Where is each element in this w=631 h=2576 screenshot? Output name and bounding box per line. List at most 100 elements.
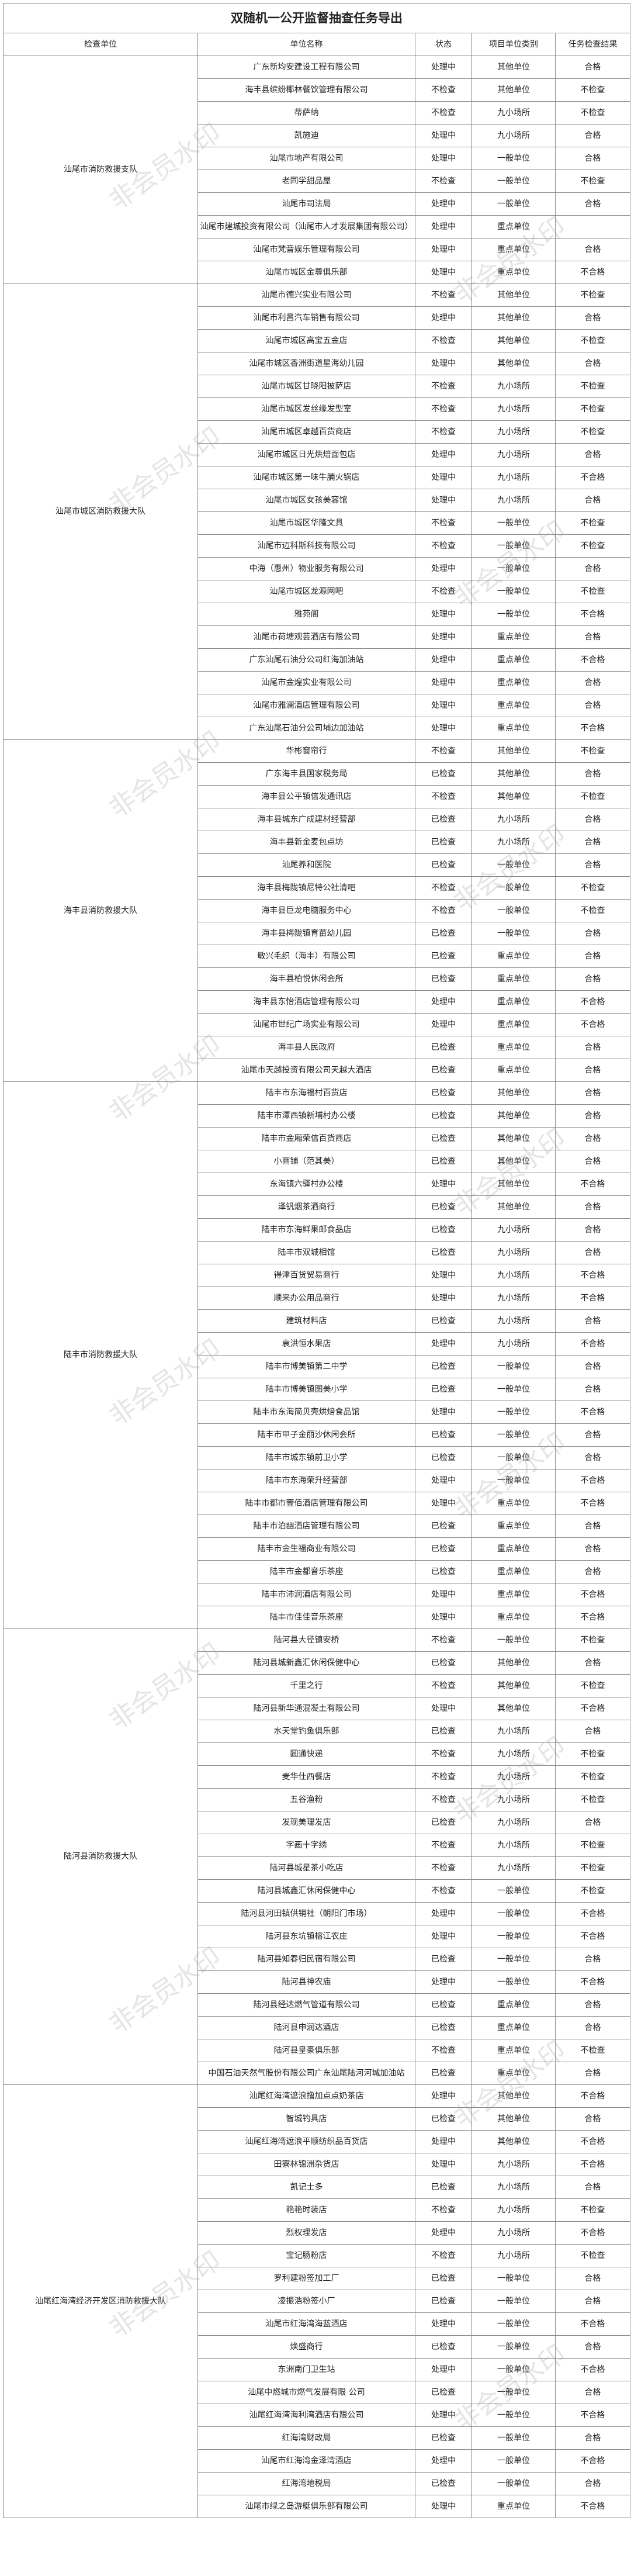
unit-name-cell: 陆丰市金都音乐茶座 — [197, 1560, 415, 1583]
table-row: 陆河县城鑫汇休闲保健中心 不检查 一般单位 不检查 — [4, 1879, 631, 1903]
status-cell: 已检查 — [415, 1218, 472, 1242]
table-row: 汕尾市城区香洲街道星海幼儿园 处理中 其他单位 合格 — [4, 352, 631, 375]
table-row: 汕尾市城区日光烘焙面包店 处理中 九小场所 合格 — [4, 443, 631, 466]
result-cell: 合格 — [554, 1560, 631, 1583]
status-cell: 不检查 — [415, 420, 472, 444]
category-cell: 其他单位 — [471, 2130, 556, 2153]
category-cell: 九小场所 — [471, 1720, 556, 1743]
status-cell: 已检查 — [415, 1811, 472, 1834]
status-cell: 已检查 — [415, 1720, 472, 1743]
status-cell: 已检查 — [415, 1515, 472, 1538]
category-cell: 重点单位 — [471, 1515, 556, 1538]
category-cell: 重点单位 — [471, 2039, 556, 2062]
result-cell: 不合格 — [554, 603, 631, 626]
unit-name-cell: 智城钓具店 — [197, 2107, 415, 2131]
category-cell: 一般单位 — [471, 1378, 556, 1401]
category-cell: 其他单位 — [471, 78, 556, 102]
category-cell: 一般单位 — [471, 1925, 556, 1948]
unit-name-cell: 汕尾市利昌汽车销售有限公司 — [197, 306, 415, 330]
category-cell: 其他单位 — [471, 1081, 556, 1105]
inspection-unit-cell: 海丰县消防救援大队 — [3, 739, 198, 1082]
status-cell: 已检查 — [415, 2016, 472, 2039]
status-cell: 已检查 — [415, 1104, 472, 1128]
inspection-unit-cell: 陆河县消防救援大队 — [3, 1628, 198, 2085]
status-cell: 已检查 — [415, 1423, 472, 1447]
category-cell: 一般单位 — [471, 2472, 556, 2495]
status-cell: 不检查 — [415, 739, 472, 763]
category-cell: 九小场所 — [471, 443, 556, 466]
unit-name-cell: 汕尾市红海湾海蓝酒店 — [197, 2312, 415, 2336]
status-cell: 处理中 — [415, 671, 472, 694]
unit-name-cell: 发现美理发店 — [197, 1811, 415, 1834]
category-cell: 九小场所 — [471, 1788, 556, 1811]
status-cell: 处理中 — [415, 2130, 472, 2153]
result-cell: 合格 — [554, 945, 631, 968]
table-row: 汕尾红海湾海利湾酒店有限公司 处理中 一般单位 不合格 — [4, 2404, 631, 2427]
result-cell: 不合格 — [554, 2495, 631, 2518]
category-cell: 其他单位 — [471, 1697, 556, 1720]
status-cell: 处理中 — [415, 2495, 472, 2518]
category-cell: 其他单位 — [471, 2084, 556, 2108]
result-cell: 合格 — [554, 489, 631, 512]
unit-name-cell: 田寮林锦洲杂货店 — [197, 2153, 415, 2176]
status-cell: 处理中 — [415, 1925, 472, 1948]
status-cell: 已检查 — [415, 1081, 472, 1105]
category-cell: 九小场所 — [471, 1811, 556, 1834]
unit-name-cell: 华彬窗帘行 — [197, 739, 415, 763]
status-cell: 处理中 — [415, 56, 472, 79]
unit-name-cell: 陆河县经达燃气管道有限公司 — [197, 1993, 415, 2017]
table-row: 汕尾市城区金尊俱乐部 处理中 重点单位 不合格 — [4, 261, 631, 284]
column-header-result: 任务检查结果 — [554, 33, 631, 56]
unit-name-cell: 麦华仕西餐店 — [197, 1765, 415, 1789]
result-cell: 合格 — [554, 1537, 631, 1561]
category-cell: 九小场所 — [471, 1742, 556, 1766]
table-row: 海丰县公平镇信发通讯店 不检查 其他单位 不检查 — [4, 785, 631, 808]
status-cell: 不检查 — [415, 1788, 472, 1811]
table-row: 陆丰市金厢荣信百货商店 已检查 其他单位 合格 — [4, 1127, 631, 1150]
table-row: 陆丰市消防救援大队 陆丰市东海福村百货店 已检查 其他单位 合格 — [3, 1081, 631, 1629]
status-cell: 处理中 — [415, 1902, 472, 1925]
category-cell: 重点单位 — [471, 238, 556, 261]
result-cell: 不检查 — [554, 283, 631, 307]
status-cell: 已检查 — [415, 945, 472, 968]
status-cell: 处理中 — [415, 1606, 472, 1629]
category-cell: 九小场所 — [471, 420, 556, 444]
result-cell: 不检查 — [554, 397, 631, 421]
table-row: 广东汕尾石油分公司埔边加油站 处理中 重点单位 不合格 — [4, 717, 631, 740]
column-header-unit-category: 项目单位类别 — [471, 33, 556, 56]
status-cell: 已检查 — [415, 1309, 472, 1333]
category-cell: 一般单位 — [471, 2335, 556, 2359]
table-row: 海丰县巨龙电脑服务中心 不检查 一般单位 不检查 — [4, 899, 631, 922]
category-cell: 一般单位 — [471, 557, 556, 580]
category-cell: 一般单位 — [471, 192, 556, 216]
category-cell: 一般单位 — [471, 1902, 556, 1925]
status-cell: 不检查 — [415, 1674, 472, 1697]
status-cell: 不检查 — [415, 876, 472, 900]
category-cell: 一般单位 — [471, 2381, 556, 2404]
result-cell: 不合格 — [554, 261, 631, 284]
status-cell: 处理中 — [415, 1173, 472, 1196]
status-cell: 不检查 — [415, 101, 472, 125]
result-cell: 合格 — [554, 967, 631, 991]
status-cell: 处理中 — [415, 443, 472, 466]
table-row: 田寮林锦洲杂货店 处理中 九小场所 不合格 — [4, 2153, 631, 2176]
result-cell: 合格 — [554, 1355, 631, 1378]
result-cell: 不检查 — [554, 1628, 631, 1652]
category-cell: 一般单位 — [471, 1970, 556, 1994]
result-cell: 不合格 — [554, 1401, 631, 1424]
category-cell: 其他单位 — [471, 1127, 556, 1150]
unit-name-cell: 陆丰市东海荣升经营部 — [197, 1469, 415, 1492]
unit-name-cell: 海丰县人民政府 — [197, 1036, 415, 1059]
status-cell: 处理中 — [415, 489, 472, 512]
table-row: 陆河县新华通混凝土有限公司 处理中 其他单位 不合格 — [4, 1697, 631, 1720]
status-cell: 处理中 — [415, 1332, 472, 1356]
unit-name-cell: 汕尾市城区龙源网吧 — [197, 580, 415, 603]
unit-name-cell: 凯记士多 — [197, 2176, 415, 2199]
status-cell: 已检查 — [415, 762, 472, 786]
unit-name-cell: 汕尾市雅澜酒店管理有限公司 — [197, 694, 415, 717]
table-row: 陆丰市东海鲜果邮食品店 已检查 九小场所 合格 — [4, 1218, 631, 1242]
table-row: 陆河县河田镇供销社（朝阳门市场） 处理中 一般单位 不合格 — [4, 1902, 631, 1925]
unit-name-cell: 海丰县新金麦包点坊 — [197, 831, 415, 854]
result-cell: 合格 — [554, 1241, 631, 1264]
unit-name-cell: 汕尾市城区第一味牛腩火锅店 — [197, 466, 415, 489]
